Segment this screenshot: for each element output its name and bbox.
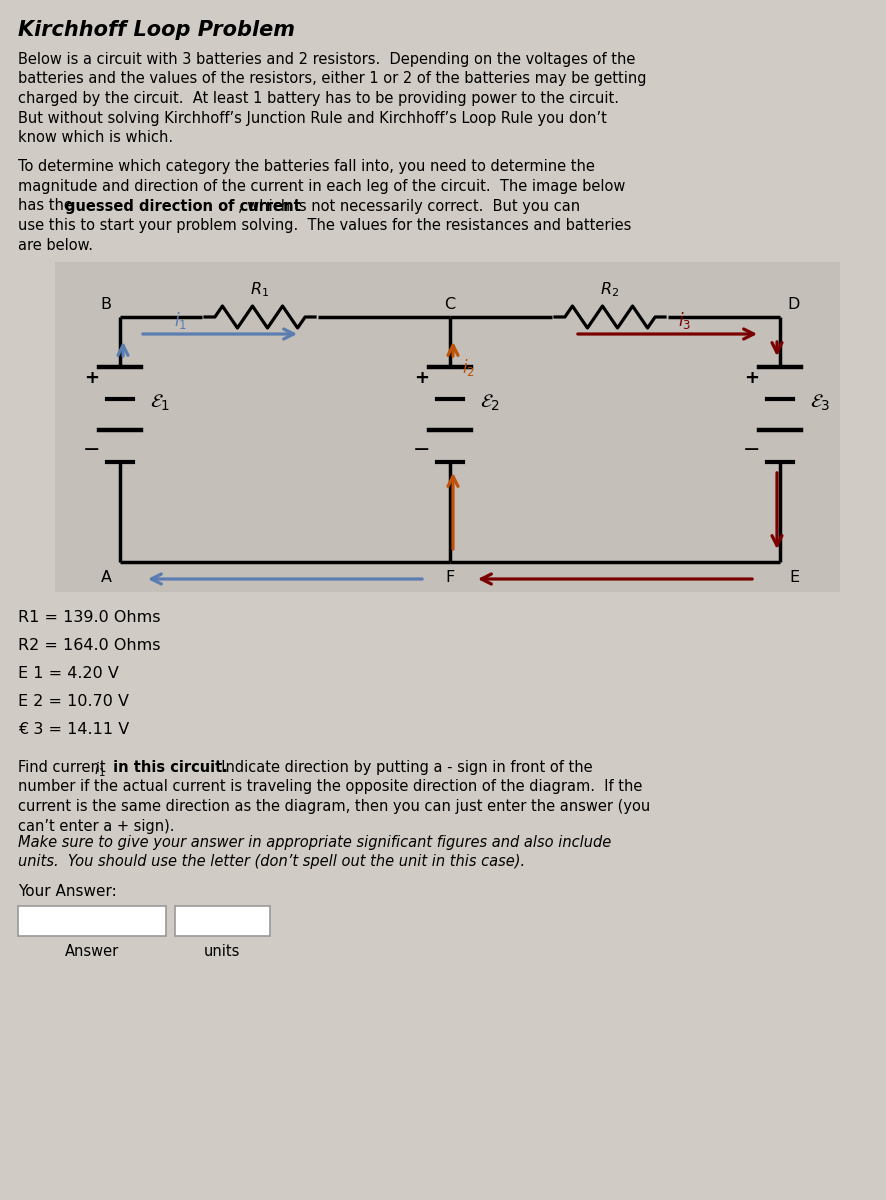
Text: use this to start your problem solving.  The values for the resistances and batt: use this to start your problem solving. … [18, 218, 631, 233]
Text: $i_1$: $i_1$ [174, 310, 186, 331]
Text: A: A [100, 570, 112, 584]
Text: Your Answer:: Your Answer: [18, 883, 117, 899]
Text: $\mathcal{E}_1$: $\mathcal{E}_1$ [150, 392, 170, 413]
Text: $i_2$: $i_2$ [462, 358, 474, 378]
Text: R1 = 139.0 Ohms: R1 = 139.0 Ohms [18, 610, 160, 625]
Text: $R_2$: $R_2$ [600, 281, 618, 299]
Text: $\mathcal{E}_2$: $\mathcal{E}_2$ [479, 392, 500, 413]
Text: , which is not necessarily correct.  But you can: , which is not necessarily correct. But … [238, 198, 579, 214]
Text: +: + [414, 370, 429, 386]
Text: −: − [83, 440, 101, 460]
Text: −: − [413, 440, 431, 460]
Bar [175, 906, 269, 936]
Text: But without solving Kirchhoff’s Junction Rule and Kirchhoff’s Loop Rule you don’: But without solving Kirchhoff’s Junction… [18, 110, 606, 126]
Text: € 3 = 14.11 V: € 3 = 14.11 V [18, 722, 129, 737]
Text: Answer: Answer [65, 943, 119, 959]
Text: Find current: Find current [18, 760, 110, 775]
Text: guessed direction of current: guessed direction of current [65, 198, 300, 214]
Text: +: + [84, 370, 99, 386]
Text: has the: has the [18, 198, 77, 214]
Text: can’t enter a + sign).: can’t enter a + sign). [18, 818, 175, 834]
Text: current is the same direction as the diagram, then you can just enter the answer: current is the same direction as the dia… [18, 799, 649, 814]
Text: $\mathcal{E}_3$: $\mathcal{E}_3$ [809, 392, 829, 413]
Text: magnitude and direction of the current in each leg of the circuit.  The image be: magnitude and direction of the current i… [18, 179, 625, 194]
Text: Kirchhoff Loop Problem: Kirchhoff Loop Problem [18, 20, 295, 40]
Text: Below is a circuit with 3 batteries and 2 resistors.  Depending on the voltages : Below is a circuit with 3 batteries and … [18, 52, 634, 67]
Text: +: + [743, 370, 758, 386]
Text: C: C [444, 296, 455, 312]
Text: are below.: are below. [18, 238, 93, 252]
Text: $i_3$: $i_3$ [678, 310, 691, 331]
Text: E 1 = 4.20 V: E 1 = 4.20 V [18, 666, 119, 680]
Text: Make sure to give your answer in appropriate significant figures and also includ: Make sure to give your answer in appropr… [18, 834, 610, 850]
Text: units.  You should use the letter (don’t spell out the unit in this case).: units. You should use the letter (don’t … [18, 854, 525, 869]
Text: B: B [100, 296, 112, 312]
Text: To determine which category the batteries fall into, you need to determine the: To determine which category the batterie… [18, 160, 595, 174]
Text: D: D [787, 296, 799, 312]
Text: −: − [742, 440, 760, 460]
Text: in this circuit.: in this circuit. [108, 760, 228, 775]
Text: charged by the circuit.  At least 1 battery has to be providing power to the cir: charged by the circuit. At least 1 batte… [18, 91, 618, 106]
Text: batteries and the values of the resistors, either 1 or 2 of the batteries may be: batteries and the values of the resistor… [18, 72, 646, 86]
Text: number if the actual current is traveling the opposite direction of the diagram.: number if the actual current is travelin… [18, 780, 641, 794]
Bar [18, 906, 166, 936]
Text: Indicate direction by putting a - sign in front of the: Indicate direction by putting a - sign i… [212, 760, 592, 775]
Text: $R_1$: $R_1$ [250, 281, 269, 299]
Text: R2 = 164.0 Ohms: R2 = 164.0 Ohms [18, 638, 160, 653]
Text: F: F [445, 570, 455, 584]
Text: E 2 = 10.70 V: E 2 = 10.70 V [18, 694, 128, 709]
Text: $i_1$: $i_1$ [94, 760, 105, 779]
Text: units: units [204, 943, 240, 959]
Text: E: E [788, 570, 798, 584]
Text: know which is which.: know which is which. [18, 130, 173, 145]
Bar [55, 262, 839, 592]
